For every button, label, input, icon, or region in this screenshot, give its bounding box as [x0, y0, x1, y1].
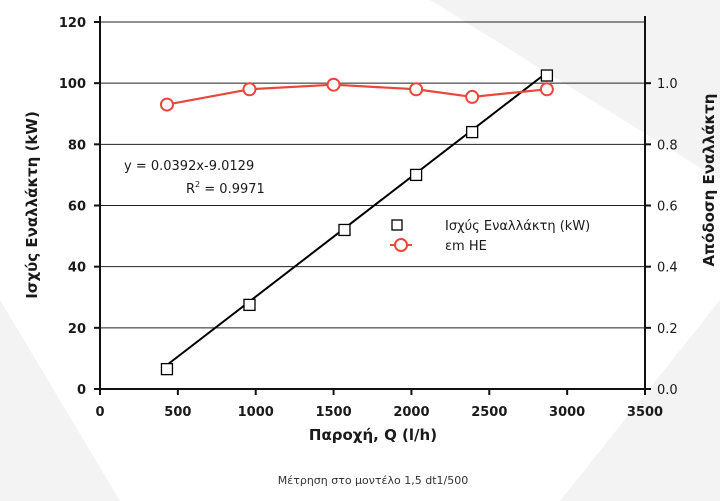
data-point-power	[540, 69, 554, 82]
y-left-tick-label: 20	[68, 322, 86, 337]
y-left-tick-label: 60	[68, 200, 86, 215]
x-tick-label: 500	[164, 405, 191, 420]
x-tick-label: 3000	[549, 405, 585, 420]
x-tick-label: 0	[95, 405, 104, 420]
y-right-tick-label: 1.0	[657, 77, 678, 92]
y-left-axis-title: Ισχύς Εναλλάκτη (kW)	[23, 111, 41, 299]
r-squared-annotation: R2 = 0.9971	[186, 180, 265, 197]
grid	[100, 21, 645, 329]
caption: Μέτρηση στο μοντέλο 1,5 dt1/500	[278, 474, 468, 487]
y-right-axis-title: Απόδοση Εναλλάκτη	[700, 94, 718, 267]
trendline	[166, 71, 548, 366]
x-tick-label: 1000	[238, 405, 274, 420]
data-point-power	[466, 125, 479, 139]
equation-annotation: y = 0.0392x-9.0129	[124, 159, 254, 174]
y-right-ticks: 0.0 0.2 0.4 0.6 0.8 1.0	[645, 77, 678, 398]
legend: Ισχύς Εναλλάκτη (kW) εm HE	[390, 219, 590, 254]
data-point-efficiency	[409, 82, 424, 97]
y-right-tick-label: 0.6	[657, 200, 678, 215]
x-ticks: 0 500 1000 1500 2000 2500 3000 3500	[95, 389, 663, 420]
x-axis-title: Παροχή, Q (l/h)	[309, 426, 437, 444]
x-tick-label: 3500	[627, 405, 663, 420]
x-tick-label: 2500	[471, 405, 507, 420]
y-right-tick-label: 0.4	[657, 261, 678, 276]
y-right-tick-label: 0.0	[657, 383, 678, 398]
data-point-efficiency	[326, 77, 341, 92]
y-left-tick-label: 0	[77, 383, 86, 398]
data-point-power	[160, 362, 174, 376]
data-point-efficiency	[242, 82, 257, 97]
data-point-efficiency	[465, 89, 480, 104]
data-point-efficiency	[539, 82, 554, 97]
y-left-tick-label: 100	[59, 77, 86, 92]
legend-label-efficiency: εm HE	[445, 239, 487, 254]
data-point-efficiency	[159, 97, 174, 112]
data-point-power	[243, 298, 256, 312]
legend-marker-square	[391, 219, 403, 231]
series-line-efficiency	[166, 83, 548, 106]
y-right-tick-label: 0.2	[657, 322, 678, 337]
axes	[99, 16, 646, 390]
series-group	[159, 69, 554, 376]
y-left-tick-label: 80	[68, 138, 86, 153]
data-point-power	[409, 168, 423, 182]
series-power	[160, 69, 554, 376]
data-point-power	[338, 223, 351, 237]
trendline-group	[166, 71, 548, 366]
x-tick-label: 2000	[393, 405, 429, 420]
x-tick-label: 1500	[315, 405, 351, 420]
y-left-tick-label: 40	[68, 261, 86, 276]
y-left-ticks: 0 20 40 60 80 100 120	[59, 16, 100, 398]
legend-label-power: Ισχύς Εναλλάκτη (kW)	[445, 219, 590, 234]
series-efficiency	[159, 77, 554, 112]
legend-marker-circle	[394, 238, 408, 252]
y-right-tick-label: 0.8	[657, 138, 678, 153]
y-left-tick-label: 120	[59, 16, 86, 31]
